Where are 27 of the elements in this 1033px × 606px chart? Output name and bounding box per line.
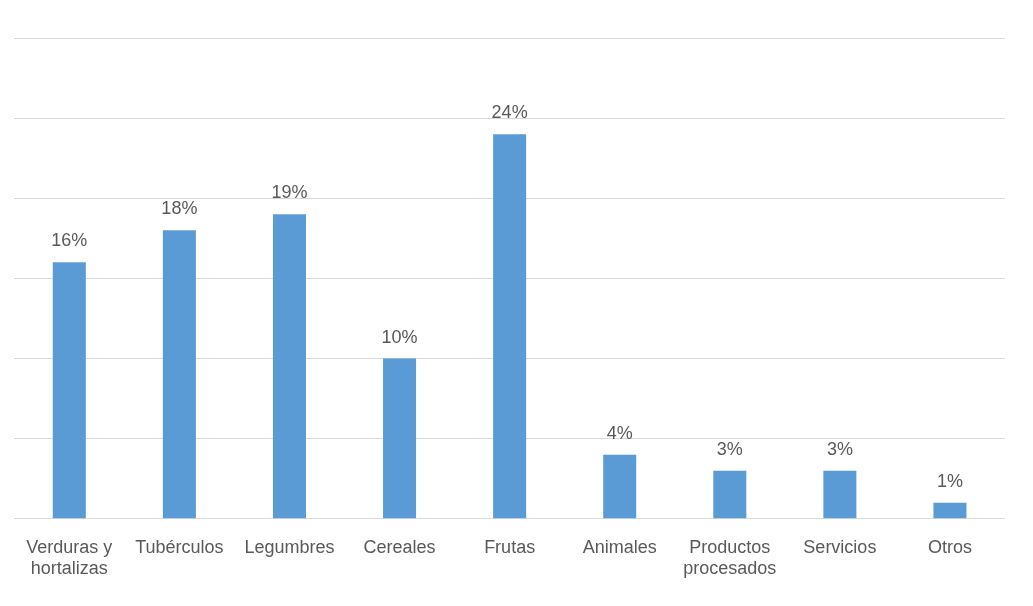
bar [162, 230, 196, 519]
x-tick-label: Legumbres [244, 536, 335, 557]
x-tick-label: Productos procesados [683, 536, 777, 579]
bar [603, 454, 637, 519]
data-label: 19% [271, 182, 308, 203]
x-tick-label: Verduras y hortalizas [26, 536, 113, 579]
bar [713, 470, 747, 519]
bar [933, 502, 967, 519]
data-label: 3% [826, 438, 853, 459]
data-label: 4% [606, 422, 633, 443]
data-label: 1% [936, 470, 963, 491]
x-tick-label: Servicios [803, 536, 877, 557]
bar [823, 470, 857, 519]
data-label: 3% [716, 438, 743, 459]
data-label: 24% [491, 102, 528, 123]
bar [493, 134, 527, 519]
data-label: 16% [51, 230, 88, 251]
x-tick-label: Frutas [484, 536, 536, 557]
data-label: 18% [161, 198, 198, 219]
x-tick-label: Otros [927, 536, 972, 557]
x-tick-label: Tubérculos [135, 536, 224, 557]
x-tick-label: Animales [582, 536, 657, 557]
bar [272, 214, 306, 519]
data-label: 10% [381, 326, 418, 347]
bar [52, 262, 86, 519]
x-tick-label: Cereales [363, 536, 436, 557]
bar [383, 358, 417, 519]
